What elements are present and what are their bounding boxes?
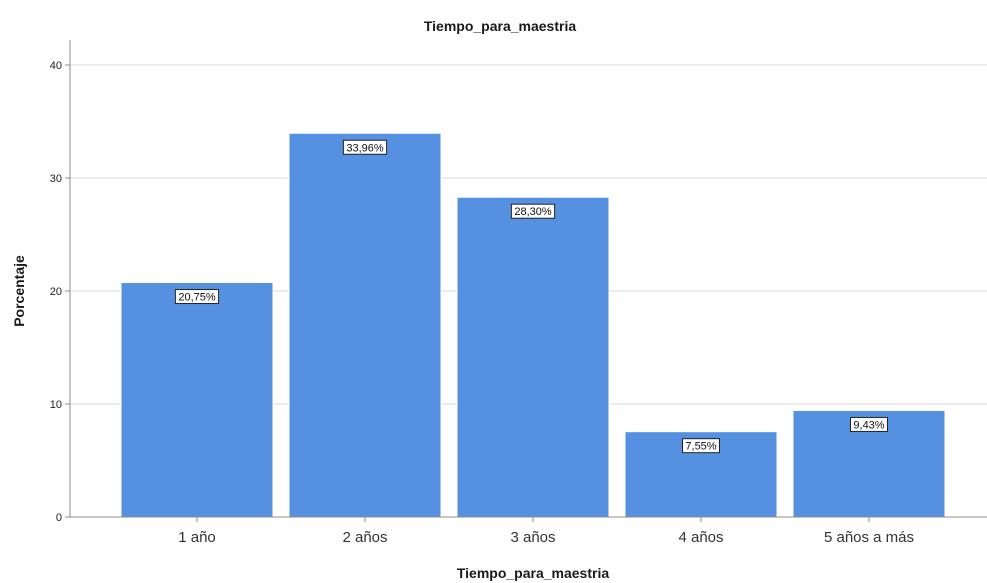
data-label: 9,43% — [853, 419, 884, 431]
x-tick-label: 2 años — [342, 529, 387, 546]
data-label: 33,96% — [346, 142, 384, 154]
x-tick-label: 3 años — [510, 529, 555, 546]
bars — [120, 132, 946, 518]
data-label-box — [682, 438, 720, 454]
data-label: 20,75% — [178, 292, 216, 304]
y-tick-label: 20 — [50, 286, 62, 298]
bar — [288, 132, 442, 518]
x-tick-label: 5 años a más — [824, 529, 914, 546]
data-label-box — [850, 416, 888, 432]
chart-title: Tiempo_para_maestria — [424, 18, 576, 34]
y-tick-label: 10 — [50, 399, 62, 411]
y-axis-label: Porcentaje — [11, 255, 27, 327]
data-label-box — [510, 203, 556, 219]
x-tick-labels: 1 año 2 años 3 años 4 años 5 años a más — [178, 529, 914, 546]
x-tick-label: 4 años — [678, 529, 723, 546]
axes — [65, 40, 987, 522]
bar — [120, 282, 274, 518]
data-labels: 20,75% 33,96% 28,30% 7,55% 9,43% — [174, 139, 888, 454]
x-tick-label: 1 año — [178, 529, 216, 546]
data-label-box — [174, 289, 220, 305]
y-tick-label: 0 — [56, 512, 62, 524]
x-axis-label: Tiempo_para_maestria — [457, 565, 609, 581]
data-label: 28,30% — [514, 206, 552, 218]
data-label: 7,55% — [685, 441, 716, 453]
bar — [456, 196, 610, 518]
y-tick-labels: 0 10 20 30 40 — [50, 60, 62, 524]
y-tick-label: 40 — [50, 60, 62, 72]
data-label-box — [342, 139, 388, 155]
y-tick-label: 30 — [50, 173, 62, 185]
